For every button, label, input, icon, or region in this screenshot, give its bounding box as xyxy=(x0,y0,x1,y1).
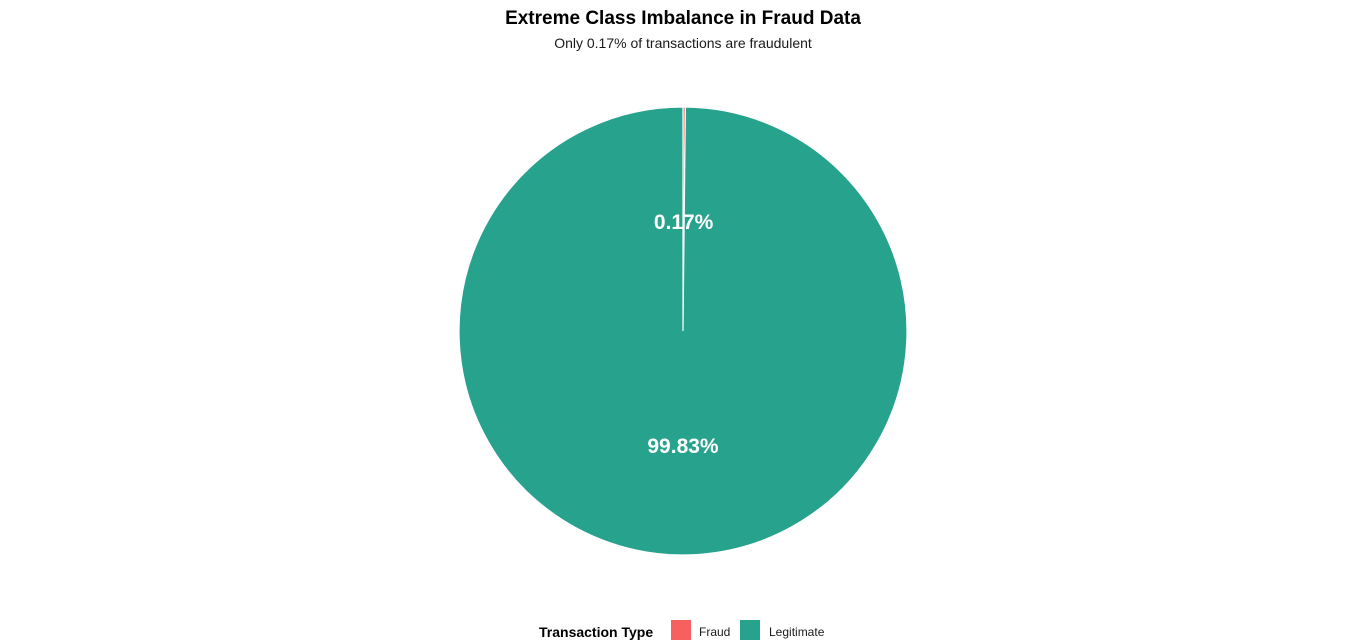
legend-label-fraud: Fraud xyxy=(699,625,730,639)
legend-swatch-legitimate xyxy=(740,620,760,640)
pie-slices xyxy=(458,106,908,556)
legend-title: Transaction Type xyxy=(539,624,653,640)
legend: Transaction Type Fraud Legitimate xyxy=(539,620,825,640)
chart-title: Extreme Class Imbalance in Fraud Data xyxy=(505,8,861,29)
slice-label-legitimate: 99.83% xyxy=(647,435,719,458)
pie-slice-labels: 0.17% 99.83% xyxy=(647,211,719,458)
legend-label-legitimate: Legitimate xyxy=(769,625,825,639)
legend-swatch-fraud xyxy=(671,620,691,640)
chart-subtitle: Only 0.17% of transactions are fraudulen… xyxy=(554,35,812,51)
slice-label-fraud: 0.17% xyxy=(654,211,714,234)
pie-slice-legitimate xyxy=(458,106,908,556)
